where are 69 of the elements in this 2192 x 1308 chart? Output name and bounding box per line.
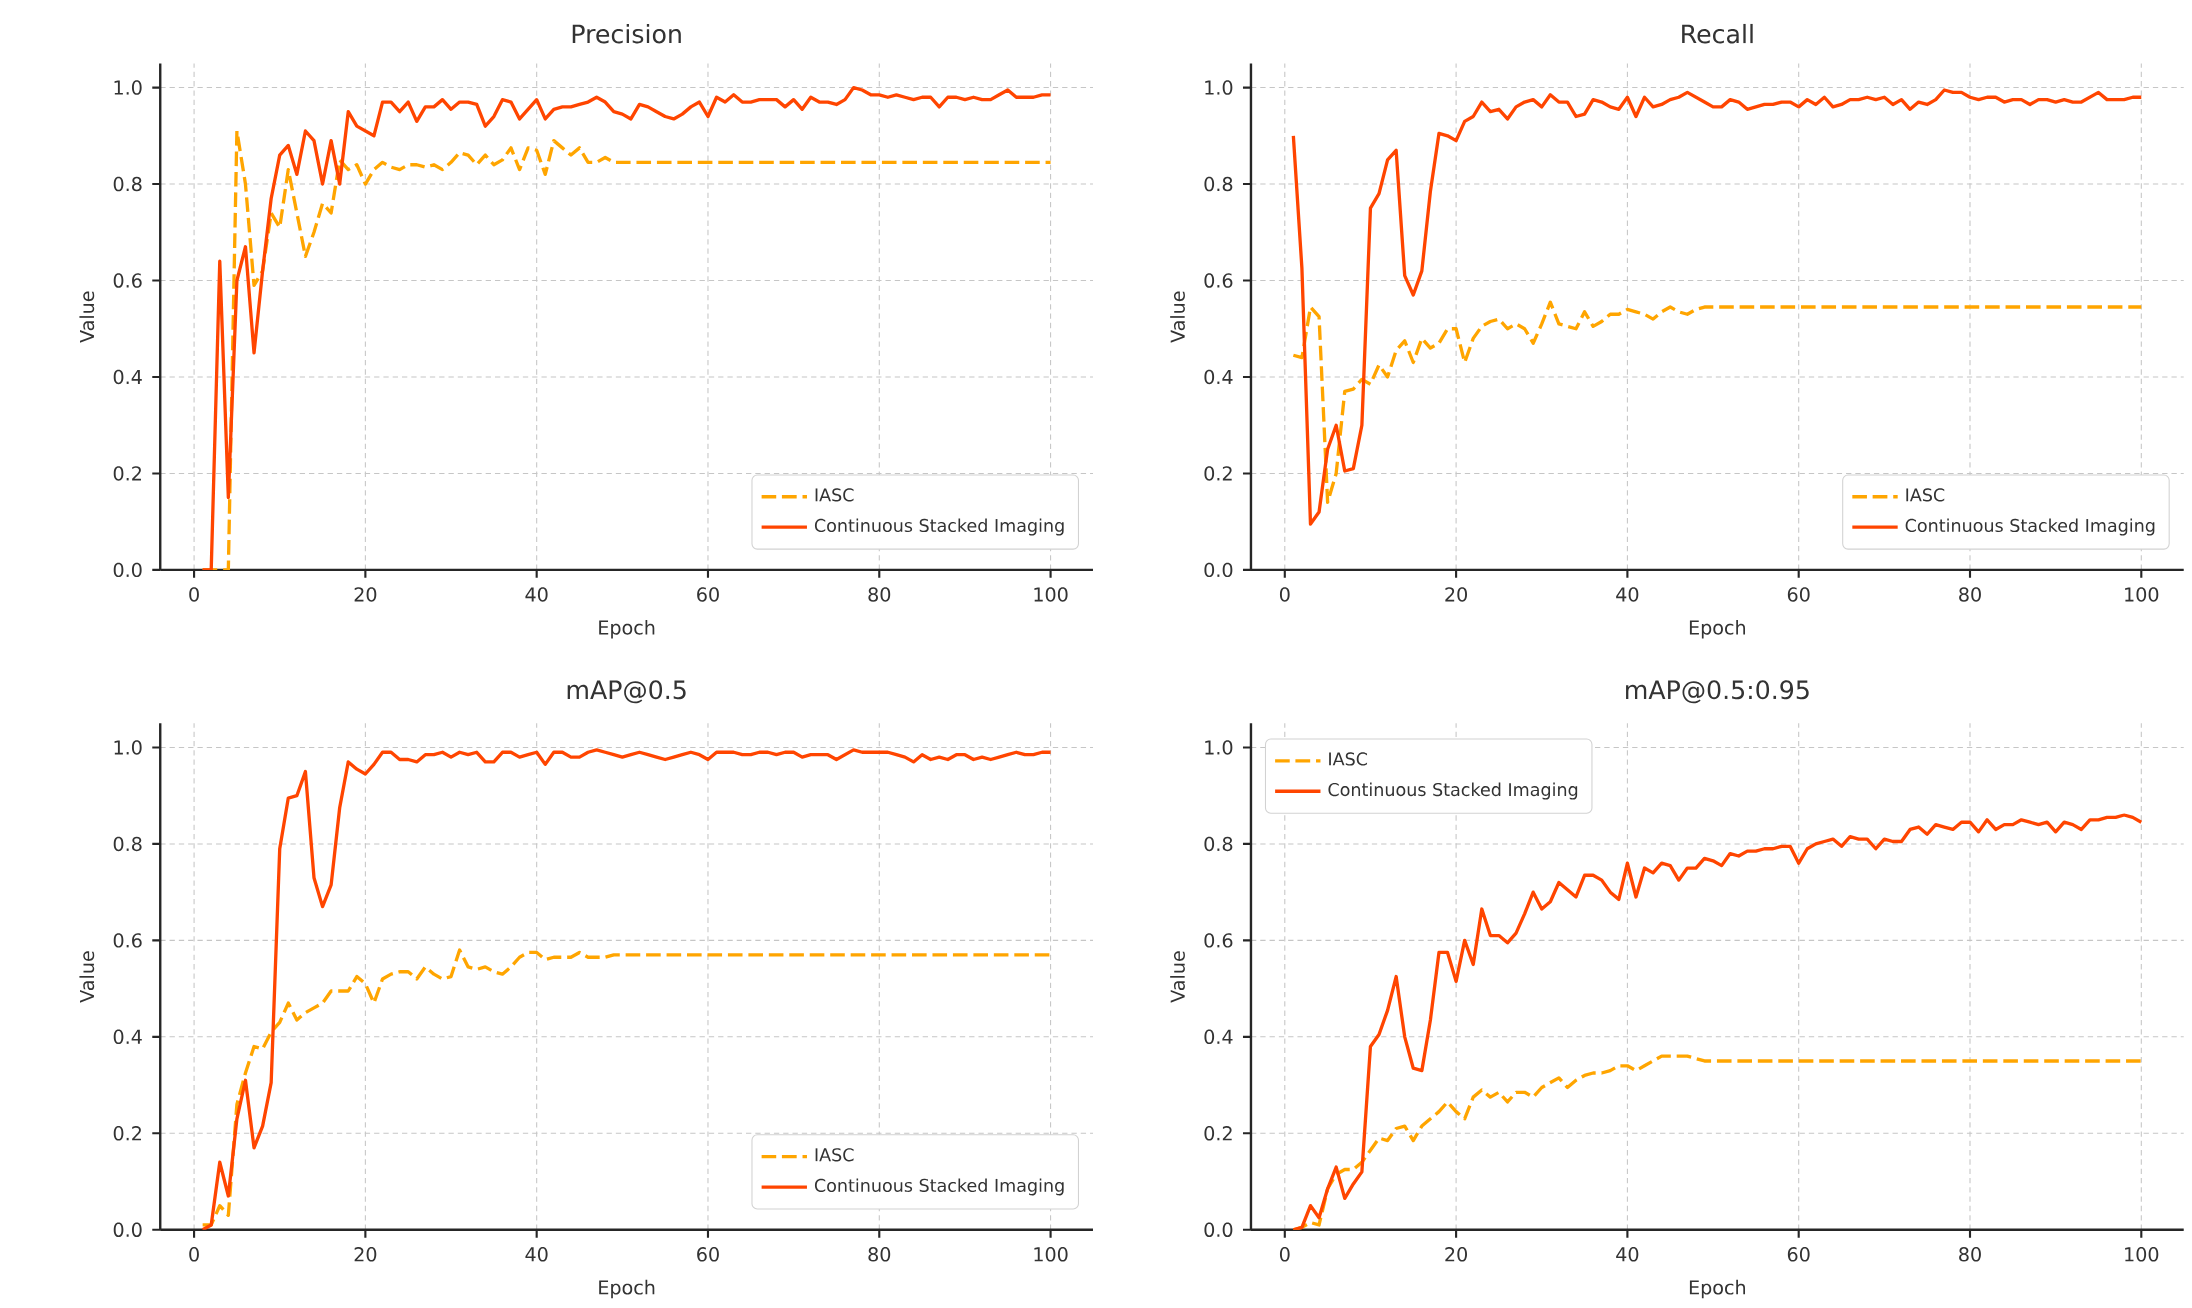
y-tick-label: 0.8 (1204, 176, 1233, 192)
y-tick-label: 0.2 (1204, 1126, 1232, 1141)
y-tick-label: 0.8 (1204, 836, 1233, 852)
y-tick-label: 0.4 (113, 1029, 142, 1045)
legend-label: IASC (815, 1148, 854, 1162)
x-tick-label: 80 (1959, 587, 1981, 602)
y-tick-label: 0.8 (113, 176, 142, 192)
x-tick-label: 20 (354, 587, 377, 602)
x-tick-label: 40 (525, 1247, 548, 1262)
y-tick-label: 0.8 (113, 836, 142, 852)
x-tick-label: 20 (354, 1247, 377, 1262)
x-tick-label: 0 (1279, 587, 1290, 602)
x-tick-label: 80 (1959, 1247, 1981, 1262)
x-axis-title: Epoch (1689, 1280, 1746, 1299)
y-tick-label: 1.0 (1205, 740, 1233, 755)
legend-label: Continuous Stacked Imaging (814, 1178, 1064, 1196)
y-tick-label: 0.0 (113, 1222, 142, 1238)
x-tick-label: 100 (1034, 587, 1068, 602)
x-axis-title: Epoch (599, 620, 655, 639)
y-tick-label: 0.0 (1204, 562, 1233, 578)
legend-label: Continuous Stacked Imaging (1905, 518, 2155, 536)
y-tick-label: 1.0 (114, 740, 142, 755)
y-tick-label: 0.6 (113, 273, 142, 288)
y-axis-title: Value (79, 291, 95, 343)
line-series (1291, 813, 2143, 1230)
x-tick-label: 80 (868, 1247, 891, 1262)
y-tick-label: 0.6 (1204, 273, 1233, 288)
y-axis-title: Value (1170, 291, 1185, 343)
x-tick-label: 20 (1445, 587, 1468, 602)
x-tick-label: 40 (1616, 1247, 1639, 1262)
y-tick-label: 0.2 (113, 1126, 141, 1141)
legend-label: Continuous Stacked Imaging (814, 518, 1064, 536)
x-tick-label: 60 (1787, 587, 1810, 602)
y-tick-label: 1.0 (1205, 80, 1233, 95)
chart-title: mAP@0.5:0.95 (1626, 680, 1809, 704)
x-tick-label: 0 (1279, 1247, 1290, 1262)
x-tick-label: 0 (189, 1247, 199, 1262)
x-tick-label: 60 (697, 1247, 719, 1262)
chart-title: Precision (572, 24, 681, 44)
x-tick-label: 80 (868, 587, 891, 602)
x-tick-label: 60 (697, 587, 719, 602)
legend-label: IASC (815, 488, 854, 502)
x-tick-label: 40 (525, 587, 548, 602)
x-axis-title: Epoch (599, 1280, 655, 1299)
legend-label: IASC (1906, 488, 1945, 502)
y-tick-label: 1.0 (114, 80, 142, 95)
chart-title: mAP@0.5 (567, 680, 686, 704)
y-tick-label: 0.2 (1204, 466, 1232, 481)
x-tick-label: 100 (1034, 1247, 1068, 1262)
x-tick-label: 40 (1616, 587, 1639, 602)
legend-label: Continuous Stacked Imaging (1328, 782, 1578, 800)
chart-title: Recall (1682, 24, 1753, 44)
y-tick-label: 0.2 (113, 466, 141, 481)
y-tick-label: 0.4 (1204, 1029, 1233, 1045)
y-tick-label: 0.4 (113, 369, 142, 385)
x-tick-label: 100 (2125, 1247, 2159, 1262)
y-axis-title: Value (1170, 951, 1185, 1003)
legend-label: IASC (1329, 752, 1368, 766)
y-tick-label: 0.0 (1204, 1222, 1233, 1238)
x-tick-label: 20 (1445, 1247, 1468, 1262)
x-tick-label: 0 (189, 587, 199, 602)
y-tick-label: 0.4 (1204, 369, 1233, 385)
x-tick-label: 60 (1787, 1247, 1810, 1262)
y-tick-label: 0.6 (113, 933, 142, 948)
y-tick-label: 0.0 (113, 562, 142, 578)
y-axis-title: Value (79, 951, 95, 1003)
x-tick-label: 100 (2125, 587, 2159, 602)
y-tick-label: 0.6 (1204, 933, 1233, 948)
x-axis-title: Epoch (1689, 620, 1746, 639)
